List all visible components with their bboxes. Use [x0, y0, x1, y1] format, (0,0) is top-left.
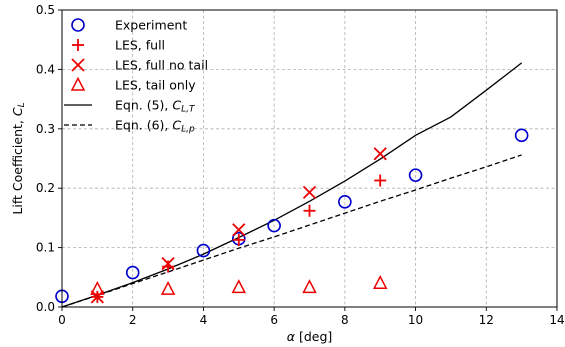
point-les-full-no-tail	[90, 290, 104, 304]
point-experiment	[196, 243, 211, 258]
point-les-full	[232, 233, 245, 246]
data-markers	[55, 128, 529, 304]
point-experiment	[408, 168, 423, 182]
axis-ticks: 0 2 4 6 8 10 12 14 0.0 0.1 0.2 0.3 0.4 0.5	[36, 3, 565, 327]
legend-swatch-les-full	[72, 39, 84, 51]
y-tick-label: 0.3	[36, 122, 55, 136]
y-tick-label: 0.1	[36, 241, 55, 255]
curve-eqn-6-c-l-p	[61, 154, 522, 308]
legend-swatch-les-tail-only	[70, 76, 86, 91]
legend-swatch-les-full-no-tail	[71, 58, 85, 72]
x-tick-label: 4	[200, 313, 208, 327]
curve-eqn-5-c-l-t	[61, 62, 523, 308]
legend: Experiment LES, full LES, full no tail LES,…	[64, 18, 208, 135]
legend-label-les-full: LES, full	[115, 38, 165, 53]
legend-label-eqn-5-c-l-t: Eqn. (5), CL,T	[115, 98, 196, 115]
x-tick-label: 2	[129, 313, 137, 327]
point-experiment	[514, 128, 529, 143]
y-tick-label: 0.4	[36, 62, 55, 76]
point-experiment	[338, 195, 352, 209]
point-les-tail-only	[372, 275, 388, 289]
point-les-tail-only	[231, 279, 247, 294]
legend-swatch-experiment	[71, 18, 85, 32]
y-tick-label: 0.5	[36, 3, 55, 17]
legend-label-les-tail-only: LES, tail only	[115, 78, 196, 93]
point-les-full	[303, 204, 316, 217]
point-experiment	[267, 218, 281, 233]
point-les-full	[374, 174, 387, 187]
y-tick-label: 0.2	[36, 181, 55, 195]
point-les-full-no-tail	[232, 223, 246, 237]
x-tick-label: 8	[341, 313, 349, 327]
plot-frame	[61, 9, 558, 308]
x-tick-label: 12	[479, 313, 494, 327]
x-tick-label: 6	[270, 313, 278, 327]
x-tick-label: 14	[549, 313, 564, 327]
x-tick-label: 0	[58, 313, 66, 327]
model-curves	[61, 62, 523, 308]
point-les-full-no-tail	[373, 147, 387, 161]
legend-label-les-full-no-tail: LES, full no tail	[115, 58, 208, 73]
point-les-tail-only	[302, 279, 317, 294]
legend-label-experiment: Experiment	[115, 18, 187, 33]
y-tick-label: 0.0	[36, 300, 55, 314]
point-experiment	[125, 265, 140, 280]
grid-lines	[62, 10, 557, 307]
point-les-full-no-tail	[161, 257, 175, 271]
point-les-full-no-tail	[302, 185, 317, 199]
y-axis-title: Lift Coefficient, CL	[10, 102, 27, 214]
legend-label-eqn-6-c-l-p: Eqn. (6), CL,p	[115, 118, 195, 135]
x-tick-label: 10	[408, 313, 423, 327]
x-axis-title: α [deg]	[287, 329, 333, 344]
point-les-tail-only	[160, 280, 176, 295]
point-les-tail-only	[90, 280, 105, 295]
